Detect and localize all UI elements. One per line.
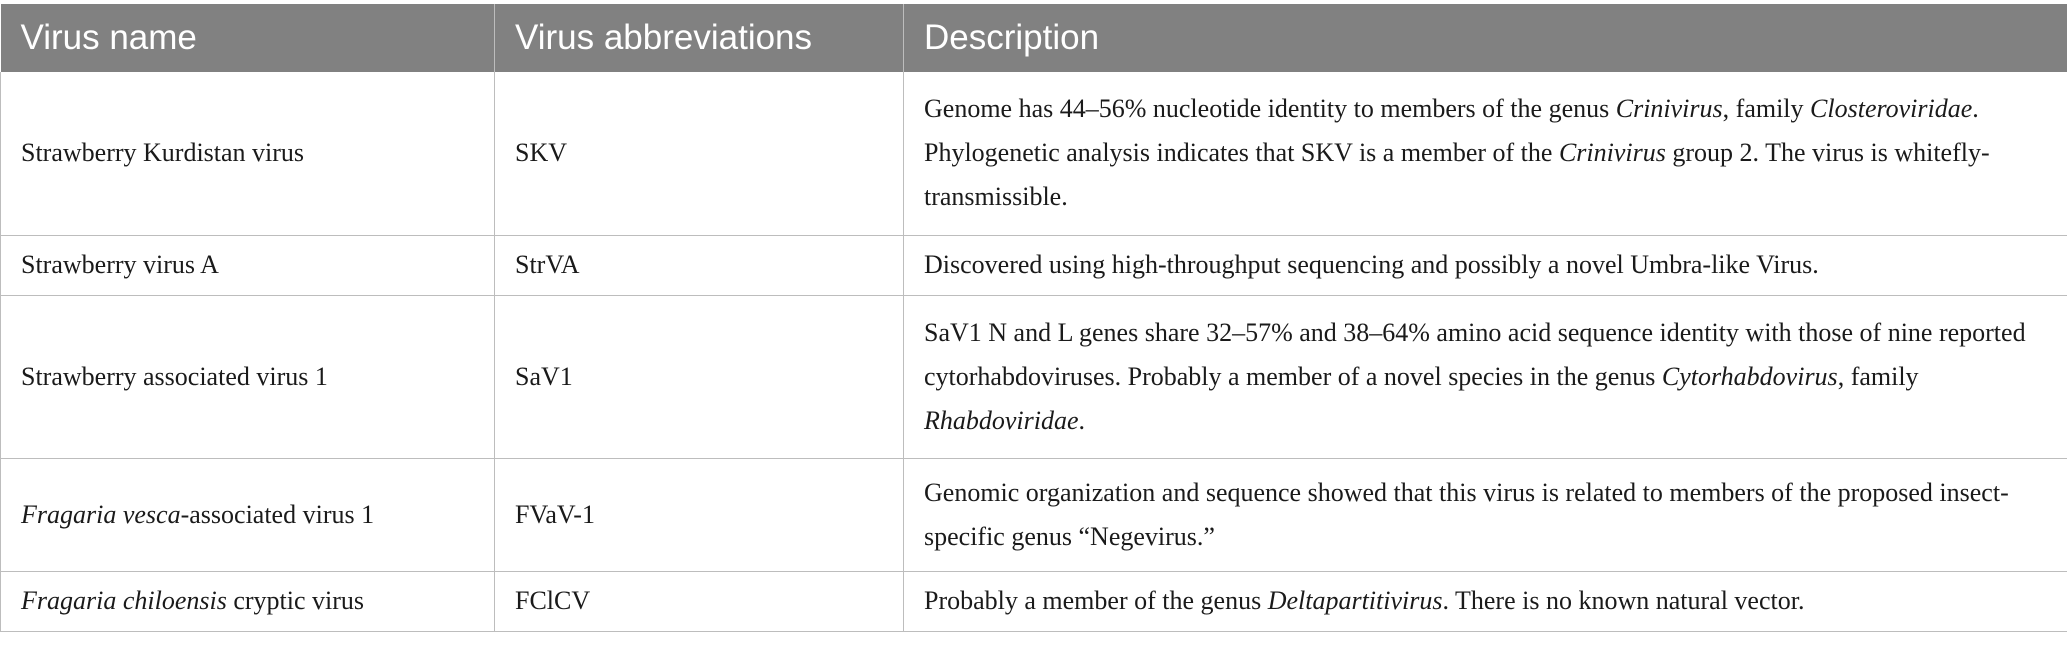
text-segment: SaV1 N and L genes share 32–57% and 38–6… bbox=[924, 317, 2026, 391]
column-header-description: Description bbox=[903, 4, 2067, 72]
description-cell: Discovered using high-throughput sequenc… bbox=[903, 235, 2067, 296]
table-row: Strawberry virus A StrVA Discovered using … bbox=[0, 235, 2067, 296]
table-header-row: Virus name Virus abbreviations Descripti… bbox=[0, 4, 2067, 72]
text-segment: Discovered using high-throughput sequenc… bbox=[924, 250, 1819, 279]
virus-abbreviation-cell: FClCV bbox=[494, 571, 904, 632]
virus-abbreviation-cell: SKV bbox=[494, 72, 904, 236]
table-row: Fragaria vesca-associated virus 1 FVaV-1 G… bbox=[0, 458, 2067, 572]
text-segment: Strawberry Kurdistan virus bbox=[21, 138, 305, 168]
text-segment: Strawberry virus A bbox=[21, 250, 219, 279]
italic-text: Crinivirus bbox=[1615, 94, 1723, 124]
virus-abbreviation-cell: FVaV-1 bbox=[494, 458, 904, 572]
text-segment: . Phylogenetic analysis indicates that S… bbox=[924, 94, 1979, 168]
description-cell: SaV1 N and L genes share 32–57% and 38–6… bbox=[903, 295, 2067, 459]
text-segment: . There is no known natural vector. bbox=[1442, 586, 1805, 615]
description-cell: Genome has 44–56% nucleotide identity to… bbox=[903, 72, 2067, 236]
text-segment: Genomic organization and sequence showed… bbox=[924, 477, 2009, 551]
italic-text: Fragaria vesca bbox=[21, 499, 181, 529]
italic-text: Fragaria chiloensis bbox=[21, 586, 227, 615]
virus-name-cell: Strawberry associated virus 1 bbox=[0, 295, 495, 459]
italic-text: Cytorhabdovirus bbox=[1661, 361, 1838, 391]
virus-name-cell: Strawberry virus A bbox=[0, 235, 495, 296]
text-segment: . bbox=[1078, 405, 1086, 435]
text-segment: group 2. The virus is whitefly-transmiss… bbox=[924, 138, 1990, 212]
table-row: Strawberry Kurdistan virus SKV Genome has … bbox=[0, 72, 2067, 236]
virus-abbreviation-cell: StrVA bbox=[494, 235, 904, 296]
virus-name-cell: Fragaria chiloensis cryptic virus bbox=[0, 571, 495, 632]
text-segment: -associated virus 1 bbox=[180, 499, 375, 529]
italic-text: Rhabdoviridae bbox=[924, 405, 1079, 435]
text-segment: Genome has 44–56% nucleotide identity to… bbox=[924, 94, 1616, 124]
description-cell: Genomic organization and sequence showed… bbox=[903, 458, 2067, 572]
column-header-virus-abbreviations: Virus abbreviations bbox=[494, 4, 904, 72]
italic-text: Crinivirus bbox=[1558, 138, 1666, 168]
description-cell: Probably a member of the genus Deltapart… bbox=[903, 571, 2067, 632]
virus-name-cell: Fragaria vesca-associated virus 1 bbox=[0, 458, 495, 572]
virus-name-cell: Strawberry Kurdistan virus bbox=[0, 72, 495, 236]
text-segment: Probably a member of the genus bbox=[924, 586, 1268, 615]
italic-text: Deltapartitivirus bbox=[1267, 586, 1443, 615]
text-segment: Strawberry associated virus 1 bbox=[21, 361, 328, 391]
text-segment: , family bbox=[1722, 94, 1811, 124]
text-segment: cryptic virus bbox=[226, 586, 365, 615]
table-row: Strawberry associated virus 1 SaV1 SaV1 N … bbox=[0, 295, 2067, 459]
column-header-virus-name: Virus name bbox=[0, 4, 495, 72]
table-row: Fragaria chiloensis cryptic virus FClCV Pr… bbox=[0, 571, 2067, 632]
text-segment: , family bbox=[1837, 361, 1919, 391]
virus-abbreviation-cell: SaV1 bbox=[494, 295, 904, 459]
virus-table: Virus name Virus abbreviations Descripti… bbox=[0, 4, 2067, 632]
italic-text: Closteroviridae bbox=[1810, 94, 1973, 124]
